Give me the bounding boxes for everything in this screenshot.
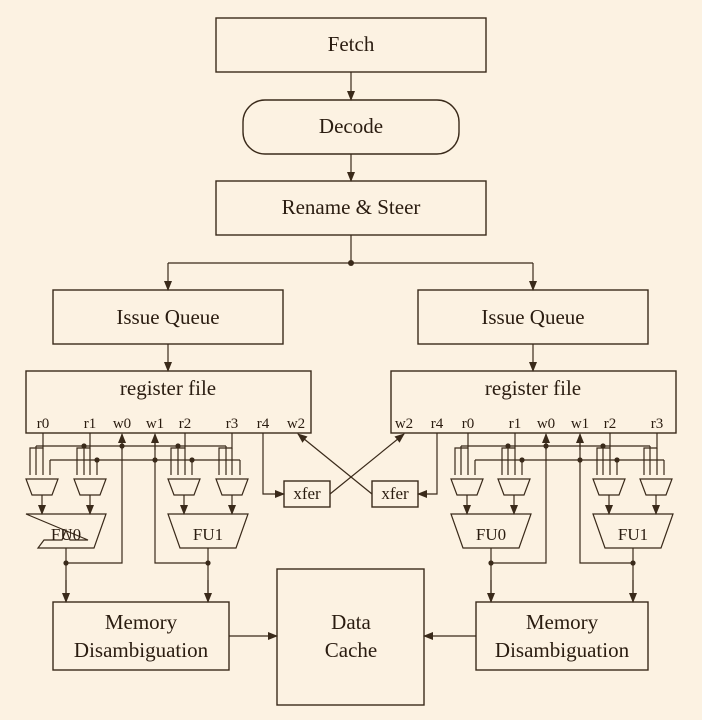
left-register-file-box [25,370,312,434]
decode-label: Decode [319,114,383,138]
left-issue-queue-label: Issue Queue [116,305,219,329]
right-mem-line2: Disambiguation [495,638,630,662]
right-register-file-label: register file [485,376,581,400]
right-mux-0 [450,478,484,496]
data-cache-line2: Cache [325,638,377,662]
left-mux-3 [215,478,249,496]
left-read-wires [29,433,241,475]
right-bypass-junctions [505,443,620,463]
left-fu1-junction [205,560,211,566]
left-mux-1 [73,478,107,496]
left-mem-line1: Memory [105,610,178,634]
left-xfer-to-right-w2 [329,433,405,495]
right-xfer-label: xfer [381,484,409,503]
left-mem-line2: Disambiguation [74,638,209,662]
left-fu0-shape [25,513,107,549]
right-port-w0: w0 [537,416,555,432]
left-mux-2 [167,478,201,496]
left-port-r1: r1 [84,416,97,432]
left-r4-to-xfer [262,433,285,498]
right-fu1-shape [592,513,674,549]
left-writeback-wires [65,435,209,600]
left-port-w1: w1 [146,416,164,432]
data-cache-line1: Data [331,610,371,634]
left-port-r0: r0 [37,416,50,432]
left-port-r4: r4 [257,416,270,432]
left-fu1-label: FU1 [193,525,223,544]
right-register-file-box [390,370,677,434]
rename-steer-label: Rename & Steer [282,195,421,219]
split-junction [348,260,354,266]
right-mem-line1: Memory [526,610,599,634]
right-port-r4: r4 [431,416,444,432]
right-port-w2: w2 [395,416,413,432]
right-port-r1: r1 [509,416,522,432]
right-r4-to-xfer [417,433,438,498]
right-port-r3: r3 [651,416,664,432]
right-port-w1: w1 [571,416,589,432]
left-port-w2: w2 [287,416,305,432]
right-fu1-label: FU1 [618,525,648,544]
right-read-wires [454,433,665,475]
left-fu0-junction [63,560,69,566]
right-mux-2 [592,478,626,496]
right-fu1-junction [630,560,636,566]
data-cache-box [276,568,425,706]
left-port-w0: w0 [113,416,131,432]
left-port-r2: r2 [179,416,192,432]
left-mux-0 [25,478,59,496]
right-fu0-junction [488,560,494,566]
right-mux-1 [497,478,531,496]
right-port-r2: r2 [604,416,617,432]
right-xfer-to-left-w2 [297,433,373,495]
fetch-label: Fetch [328,32,375,56]
left-fu1-shape [167,513,249,549]
left-register-file-label: register file [120,376,216,400]
right-fu0-shape [450,513,532,549]
left-xfer-label: xfer [293,484,321,503]
right-fu0-label: FU0 [476,525,506,544]
left-fu0-label: FU0 [51,525,81,544]
right-port-r0: r0 [462,416,475,432]
right-mux-3 [639,478,673,496]
right-issue-queue-label: Issue Queue [481,305,584,329]
left-port-r3: r3 [226,416,239,432]
